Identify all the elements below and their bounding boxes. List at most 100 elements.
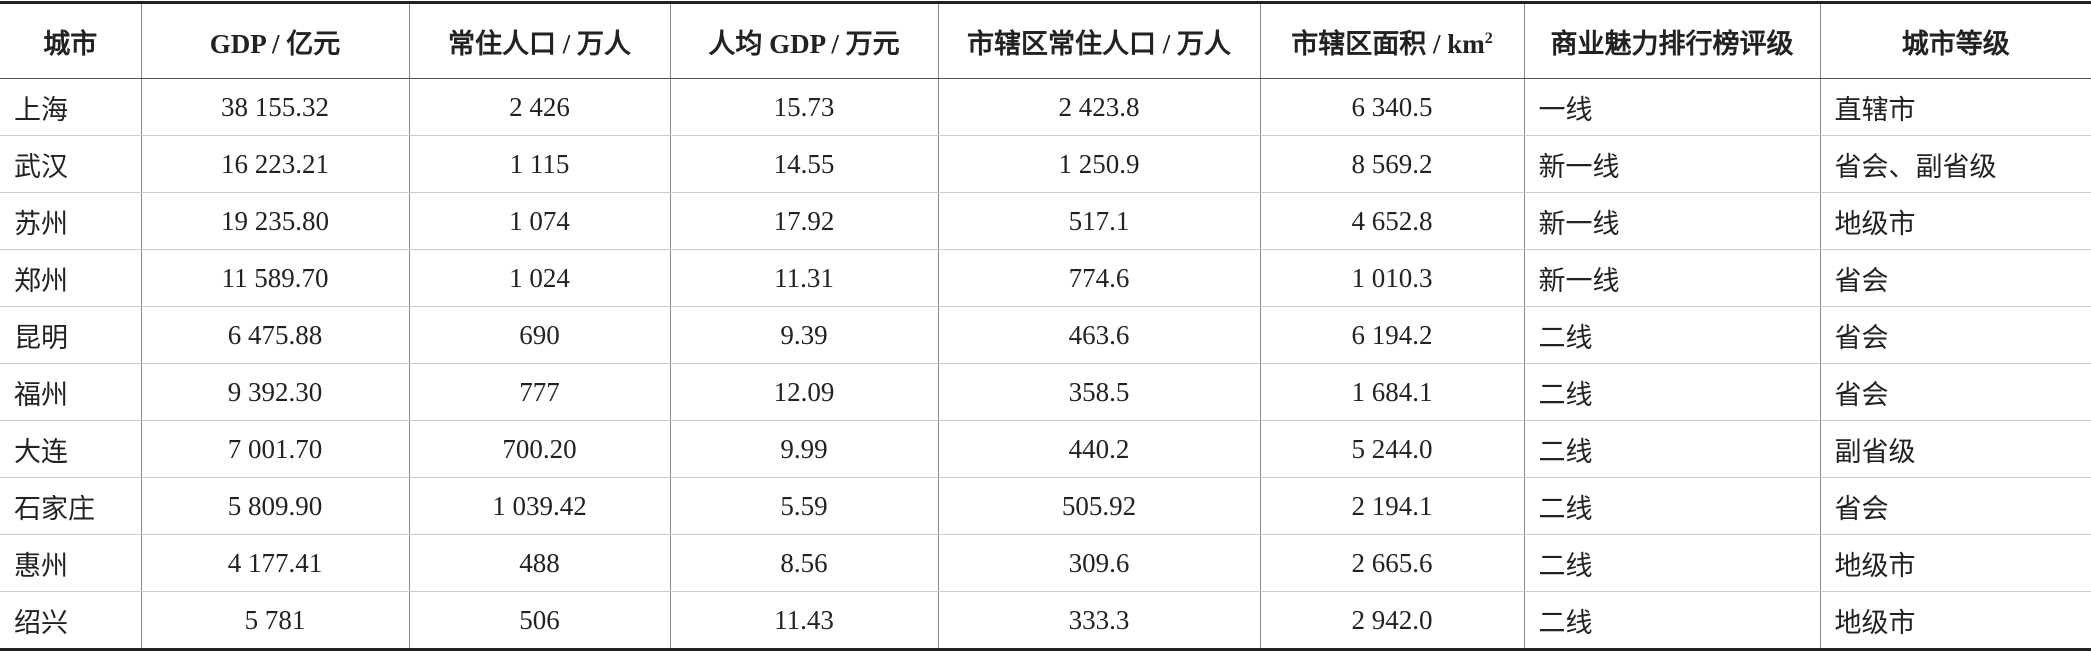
table-cell: 4 652.8 bbox=[1259, 192, 1524, 250]
table-cell: 17.92 bbox=[669, 192, 938, 250]
table-cell: 463.6 bbox=[937, 306, 1260, 364]
table-cell: 二线 bbox=[1523, 306, 1820, 364]
table-cell: 1 684.1 bbox=[1259, 363, 1524, 421]
table-cell: 8 569.2 bbox=[1259, 135, 1524, 193]
table-cell: 地级市 bbox=[1819, 534, 2091, 592]
table-row: 惠州 4 177.41 488 8.56 309.6 2 665.6 二线 地级市 bbox=[0, 534, 2091, 592]
table-cell: 700.20 bbox=[408, 420, 670, 478]
table-cell: 1 039.42 bbox=[408, 477, 670, 535]
header-row: 城市 GDP / 亿元 常住人口 / 万人 人均 GDP / 万元 市辖区常住人口 / … bbox=[0, 1, 2091, 79]
table-cell: 省会 bbox=[1819, 477, 2091, 535]
table-cell: 二线 bbox=[1523, 420, 1820, 478]
header-cell: 市辖区面积 / km2 bbox=[1259, 1, 1524, 79]
table-cell: 2 423.8 bbox=[937, 78, 1260, 136]
table-cell: 8.56 bbox=[669, 534, 938, 592]
table-cell: 11.43 bbox=[669, 591, 938, 651]
table-cell: 2 665.6 bbox=[1259, 534, 1524, 592]
table-row: 武汉 16 223.21 1 115 14.55 1 250.9 8 569.2 新一线 省会… bbox=[0, 135, 2091, 193]
table-cell: 38 155.32 bbox=[140, 78, 409, 136]
header-cell: 市辖区常住人口 / 万人 bbox=[937, 1, 1260, 79]
table-cell: 5 244.0 bbox=[1259, 420, 1524, 478]
table-cell: 绍兴 bbox=[0, 591, 141, 651]
table-cell: 9.99 bbox=[669, 420, 938, 478]
table-cell: 省会 bbox=[1819, 363, 2091, 421]
table-cell: 309.6 bbox=[937, 534, 1260, 592]
table-cell: 5 781 bbox=[140, 591, 409, 651]
table-row: 郑州 11 589.70 1 024 11.31 774.6 1 010.3 新一线 省会 bbox=[0, 249, 2091, 307]
table-cell: 6 475.88 bbox=[140, 306, 409, 364]
table-cell: 517.1 bbox=[937, 192, 1260, 250]
table-cell: 1 115 bbox=[408, 135, 670, 193]
table-cell: 2 426 bbox=[408, 78, 670, 136]
table-cell: 1 024 bbox=[408, 249, 670, 307]
table-cell: 14.55 bbox=[669, 135, 938, 193]
table-cell: 488 bbox=[408, 534, 670, 592]
table-cell: 7 001.70 bbox=[140, 420, 409, 478]
header-cell: 城市等级 bbox=[1819, 1, 2091, 79]
table-cell: 6 194.2 bbox=[1259, 306, 1524, 364]
table-cell: 福州 bbox=[0, 363, 141, 421]
header-text: 市辖区面积 / km bbox=[1291, 28, 1485, 59]
table-row: 上海 38 155.32 2 426 15.73 2 423.8 6 340.5 一线 直辖市 bbox=[0, 78, 2091, 136]
table-cell: 777 bbox=[408, 363, 670, 421]
table-cell: 1 250.9 bbox=[937, 135, 1260, 193]
table-cell: 11 589.70 bbox=[140, 249, 409, 307]
table-cell: 大连 bbox=[0, 420, 141, 478]
table-cell: 440.2 bbox=[937, 420, 1260, 478]
table-cell: 惠州 bbox=[0, 534, 141, 592]
table-cell: 二线 bbox=[1523, 363, 1820, 421]
table-cell: 二线 bbox=[1523, 591, 1820, 651]
superscript: 2 bbox=[1484, 29, 1493, 47]
header-cell: 人均 GDP / 万元 bbox=[669, 1, 938, 79]
table-cell: 二线 bbox=[1523, 477, 1820, 535]
table-cell: 5.59 bbox=[669, 477, 938, 535]
table-cell: 1 010.3 bbox=[1259, 249, 1524, 307]
table-cell: 新一线 bbox=[1523, 249, 1820, 307]
table-cell: 12.09 bbox=[669, 363, 938, 421]
table-cell: 苏州 bbox=[0, 192, 141, 250]
table-body: 上海 38 155.32 2 426 15.73 2 423.8 6 340.5 一线 直辖市… bbox=[0, 78, 2091, 651]
header-cell: 城市 bbox=[0, 1, 141, 79]
table-cell: 16 223.21 bbox=[140, 135, 409, 193]
table-cell: 506 bbox=[408, 591, 670, 651]
table-cell: 11.31 bbox=[669, 249, 938, 307]
table-cell: 二线 bbox=[1523, 534, 1820, 592]
table-cell: 6 340.5 bbox=[1259, 78, 1524, 136]
table-row: 昆明 6 475.88 690 9.39 463.6 6 194.2 二线 省会 bbox=[0, 306, 2091, 364]
table-cell: 直辖市 bbox=[1819, 78, 2091, 136]
table-cell: 一线 bbox=[1523, 78, 1820, 136]
table-cell: 郑州 bbox=[0, 249, 141, 307]
table-row: 绍兴 5 781 506 11.43 333.3 2 942.0 二线 地级市 bbox=[0, 591, 2091, 651]
table-cell: 石家庄 bbox=[0, 477, 141, 535]
table-cell: 上海 bbox=[0, 78, 141, 136]
table-cell: 2 942.0 bbox=[1259, 591, 1524, 651]
table-cell: 690 bbox=[408, 306, 670, 364]
table-cell: 副省级 bbox=[1819, 420, 2091, 478]
table-cell: 1 074 bbox=[408, 192, 670, 250]
table-cell: 9 392.30 bbox=[140, 363, 409, 421]
table-cell: 15.73 bbox=[669, 78, 938, 136]
header-cell: GDP / 亿元 bbox=[140, 1, 409, 79]
table-row: 福州 9 392.30 777 12.09 358.5 1 684.1 二线 省会 bbox=[0, 363, 2091, 421]
table-cell: 昆明 bbox=[0, 306, 141, 364]
table-cell: 358.5 bbox=[937, 363, 1260, 421]
table-cell: 4 177.41 bbox=[140, 534, 409, 592]
table-row: 苏州 19 235.80 1 074 17.92 517.1 4 652.8 新一线 地级市 bbox=[0, 192, 2091, 250]
table-cell: 2 194.1 bbox=[1259, 477, 1524, 535]
table-cell: 333.3 bbox=[937, 591, 1260, 651]
table-cell: 19 235.80 bbox=[140, 192, 409, 250]
header-cell: 常住人口 / 万人 bbox=[408, 1, 670, 79]
table-cell: 省会、副省级 bbox=[1819, 135, 2091, 193]
table-cell: 505.92 bbox=[937, 477, 1260, 535]
table-cell: 774.6 bbox=[937, 249, 1260, 307]
table-cell: 省会 bbox=[1819, 306, 2091, 364]
table-row: 大连 7 001.70 700.20 9.99 440.2 5 244.0 二线 副省级 bbox=[0, 420, 2091, 478]
table-cell: 武汉 bbox=[0, 135, 141, 193]
table-cell: 5 809.90 bbox=[140, 477, 409, 535]
table-cell: 9.39 bbox=[669, 306, 938, 364]
table-cell: 省会 bbox=[1819, 249, 2091, 307]
table-row: 石家庄 5 809.90 1 039.42 5.59 505.92 2 194.1 二线 省会 bbox=[0, 477, 2091, 535]
table-cell: 地级市 bbox=[1819, 591, 2091, 651]
